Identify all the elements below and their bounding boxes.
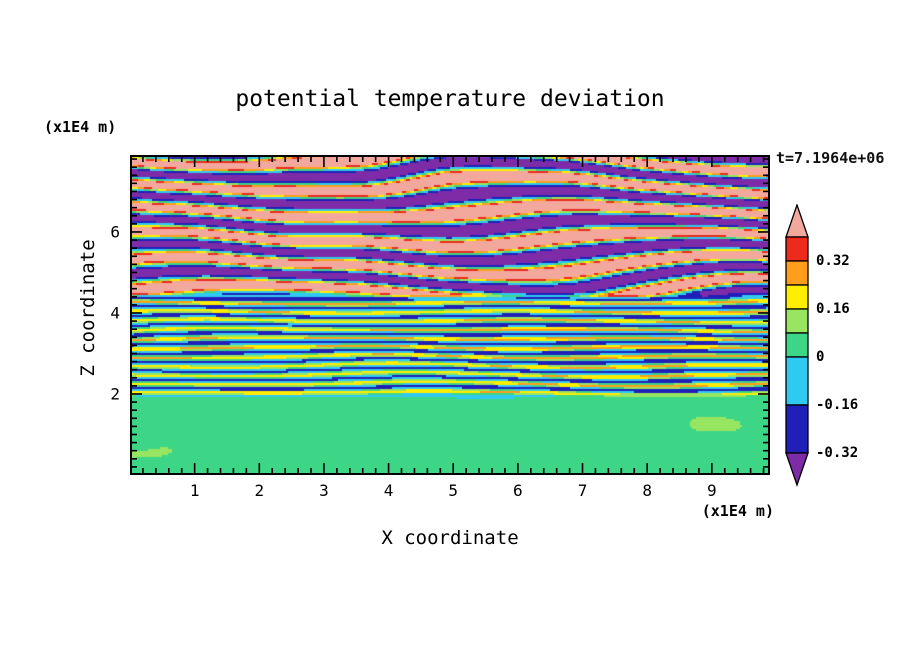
x-tick-label: 8 — [642, 481, 652, 500]
colorbar-label: -0.16 — [816, 397, 858, 413]
colorbar-top-arrow — [785, 204, 809, 238]
colorbar-segment-green — [785, 332, 809, 358]
z-tick-label: 2 — [110, 384, 120, 404]
colorbar-segment-yellow — [785, 284, 809, 310]
x-tick-label: 7 — [577, 481, 588, 500]
z-tick-labels: 2 4 6 — [88, 155, 120, 475]
colorbar-segment-cyan — [785, 356, 809, 406]
x-tick-label: 3 — [319, 481, 329, 500]
colorbar-label: 0.16 — [816, 301, 850, 317]
x-tick-label: 4 — [383, 481, 394, 500]
x-tick-label: 1 — [189, 481, 200, 500]
colorbar-segment-orange — [785, 260, 809, 286]
timestamp-label: t=7.1964e+06 — [776, 149, 885, 167]
x-tick-label: 5 — [448, 481, 459, 500]
z-tick-label: 4 — [110, 303, 120, 323]
chart-title: potential temperature deviation — [235, 86, 665, 112]
x-tick-label: 9 — [706, 481, 717, 500]
colorbar-bottom-arrow — [785, 452, 809, 487]
z-axis-unit-label: (x1E4 m) — [44, 118, 117, 136]
colorbar-label: 0 — [816, 349, 824, 365]
x-tick-label: 6 — [513, 481, 523, 500]
x-axis-unit-label: (x1E4 m) — [701, 502, 774, 520]
x-axis-title: X coordinate — [381, 527, 519, 549]
colorbar-segment-red — [785, 236, 809, 262]
colorbar: 0.32 0.16 0 -0.16 -0.32 — [785, 204, 858, 487]
x-tick-label: 2 — [254, 481, 265, 500]
colorbar-label: 0.32 — [816, 253, 850, 269]
colorbar-label: -0.32 — [816, 445, 858, 461]
x-tick-labels: 1 2 3 4 5 6 7 8 9 — [130, 481, 770, 501]
colorbar-segment-yellow-green — [785, 308, 809, 334]
colorbar-segment-navy — [785, 404, 809, 454]
plot-area — [130, 155, 770, 475]
z-tick-label: 6 — [110, 222, 120, 242]
heatmap-canvas — [130, 155, 770, 475]
